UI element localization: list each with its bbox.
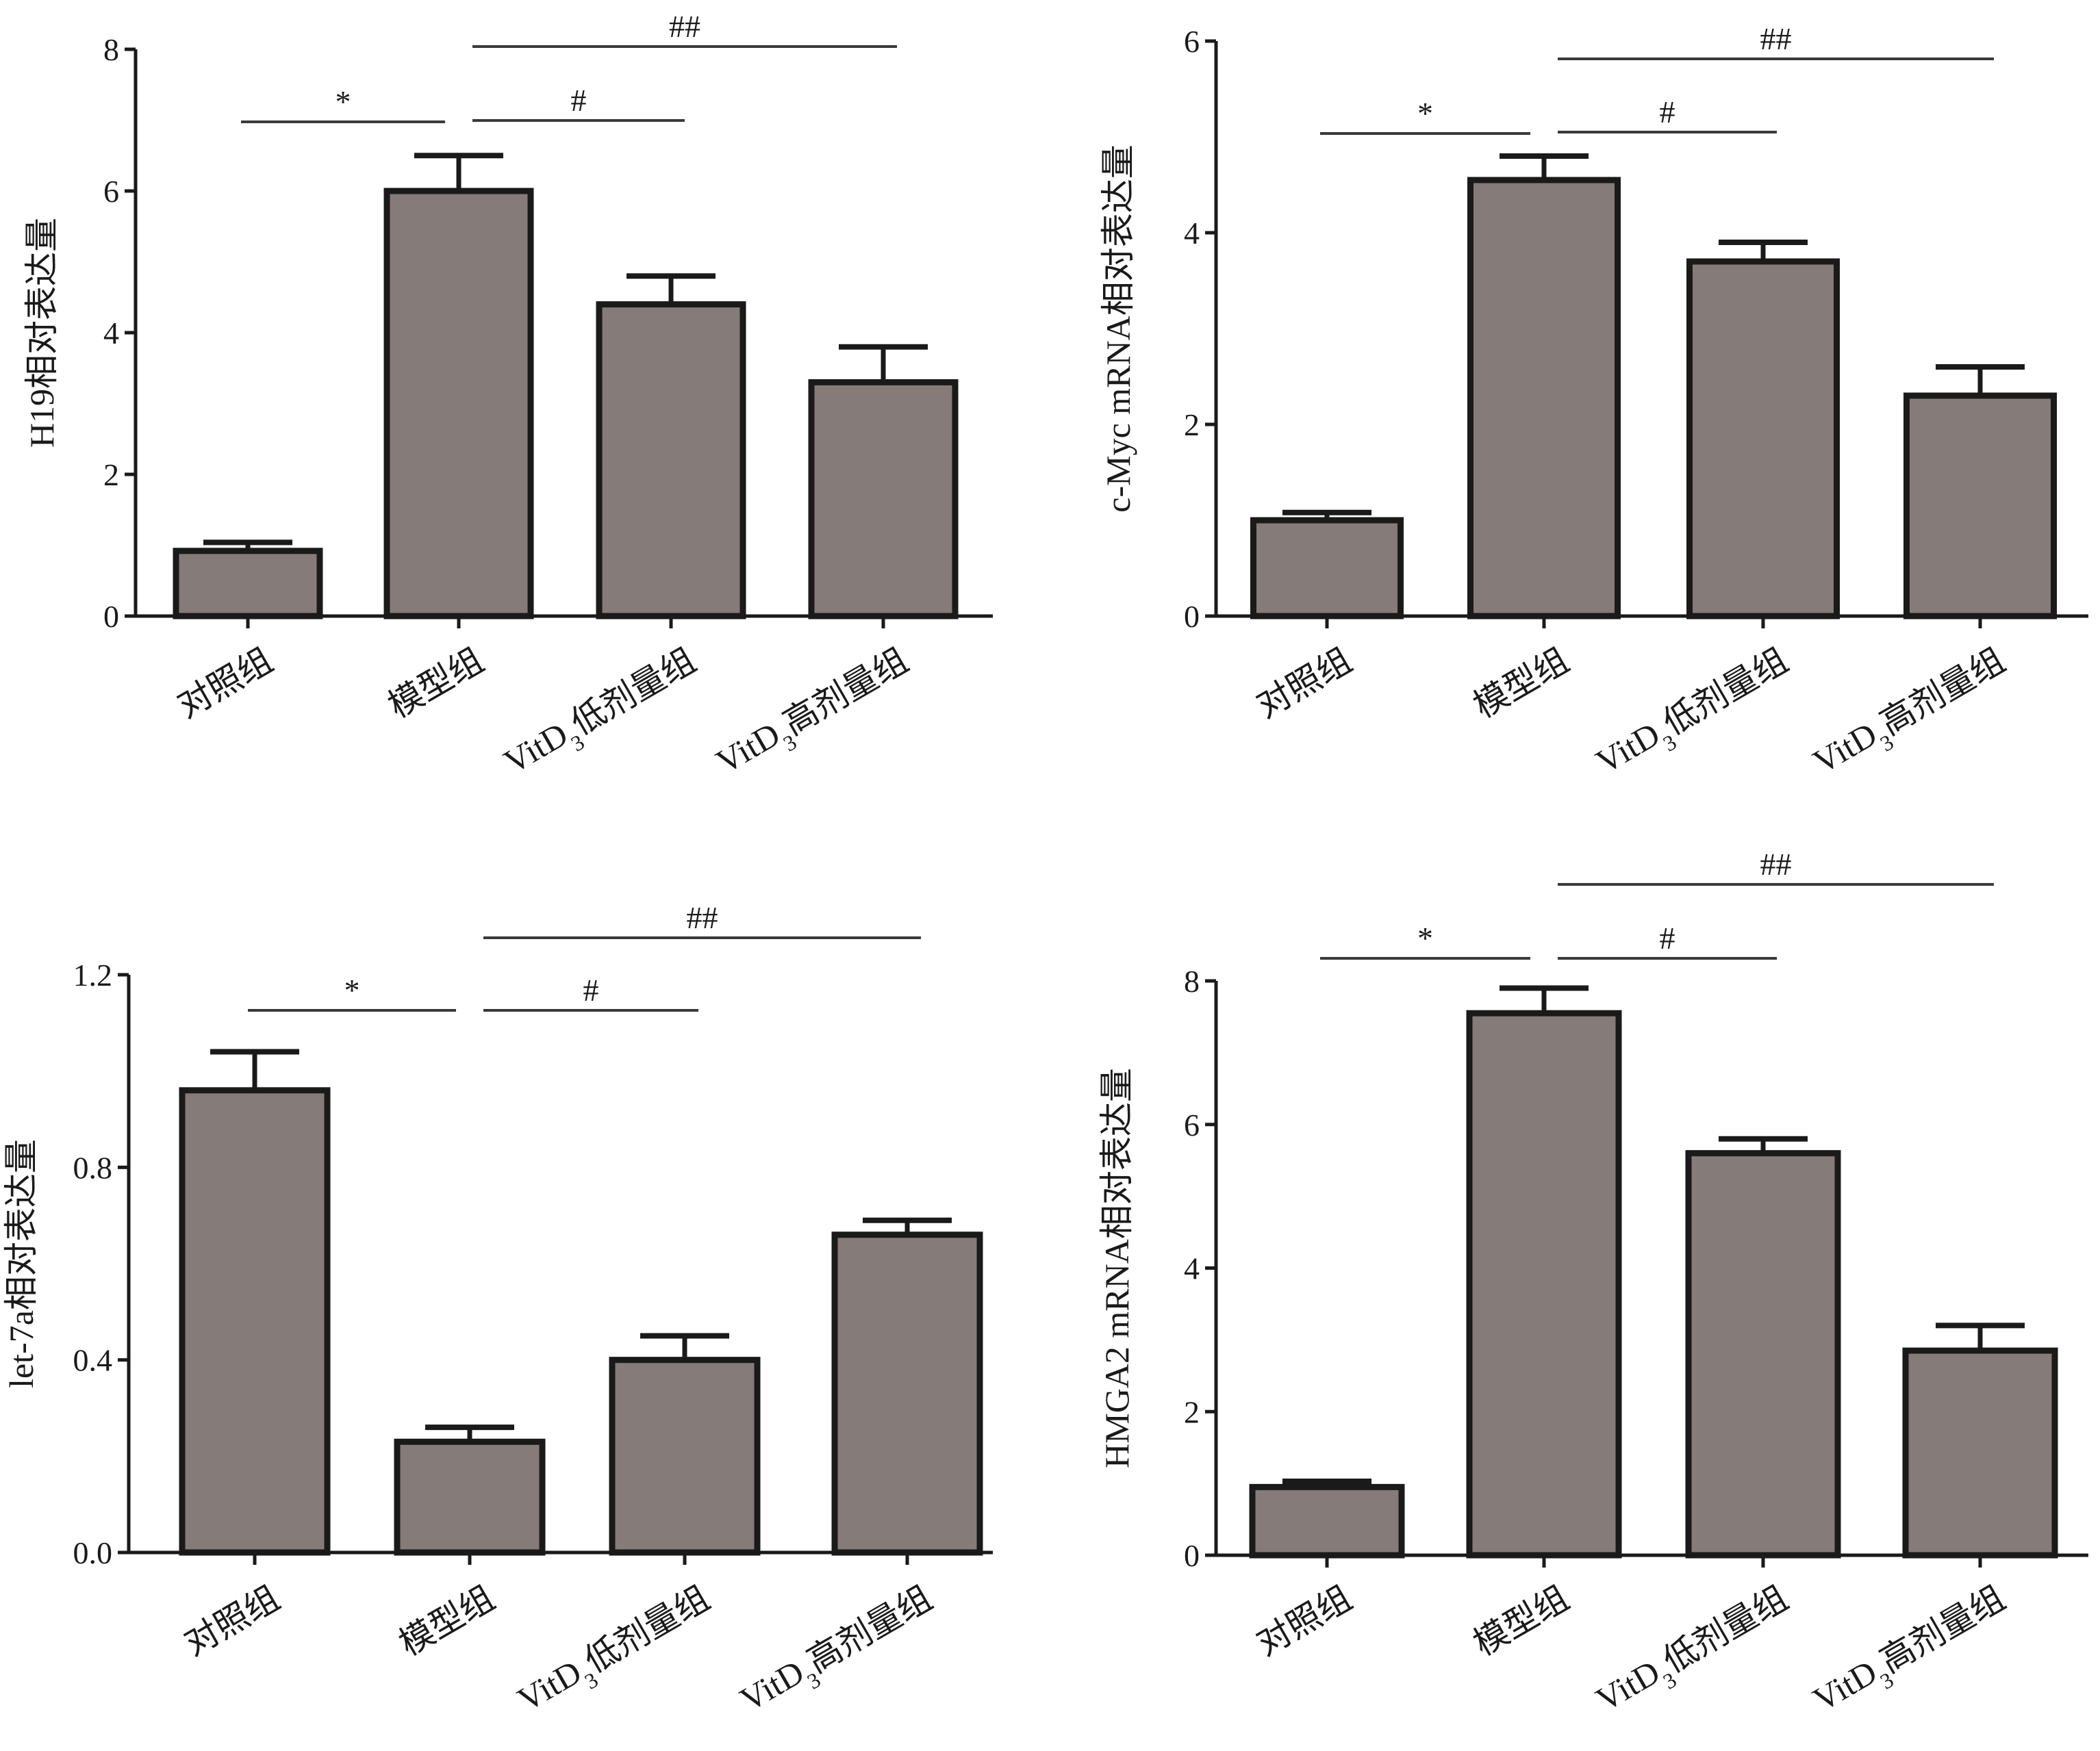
y-tick-label: 1.2 xyxy=(73,958,113,993)
y-tick-label: 4 xyxy=(103,316,119,350)
significance-label: # xyxy=(1660,921,1675,956)
y-tick-label: 2 xyxy=(103,457,119,492)
y-tick-label: 6 xyxy=(103,174,119,209)
y-tick-label: 0 xyxy=(103,599,119,634)
y-tick-label: 2 xyxy=(1184,1394,1200,1429)
y-tick-label: 0.4 xyxy=(73,1343,113,1378)
y-tick-label: 8 xyxy=(1184,964,1200,999)
category-label: VitD3高剂量组 xyxy=(709,641,919,789)
category-label: 模型组 xyxy=(1467,1579,1576,1663)
y-axis-label: HMGA2 mRNA相对表达量 xyxy=(1098,1068,1136,1468)
bar xyxy=(1467,177,1621,619)
category-label: 对照组 xyxy=(178,1579,286,1663)
category-label: VitD3低剂量组 xyxy=(497,641,707,789)
category-label: VitD3低剂量组 xyxy=(1589,1579,1799,1727)
y-axis-label: let-7a相对表达量 xyxy=(2,1139,40,1388)
category-label: 模型组 xyxy=(1467,641,1576,725)
category-label: VitD3高剂量组 xyxy=(1806,641,2016,789)
y-tick-label: 2 xyxy=(1184,407,1200,442)
significance-label: * xyxy=(1417,921,1433,956)
bar xyxy=(1685,1150,1841,1559)
y-tick-label: 0 xyxy=(1184,1538,1200,1573)
significance-label: * xyxy=(1417,96,1433,131)
bar xyxy=(394,1438,546,1556)
category-label: 对照组 xyxy=(171,641,279,725)
bar xyxy=(596,301,746,619)
y-axis-label: c-Myc mRNA相对表达量 xyxy=(1099,144,1137,512)
bar xyxy=(1249,1483,1405,1559)
significance-label: * xyxy=(336,84,351,119)
category-label: VitD3高剂量组 xyxy=(733,1579,943,1727)
bar xyxy=(609,1357,761,1556)
category-label: 对照组 xyxy=(1250,1579,1358,1663)
y-tick-label: 6 xyxy=(1184,24,1200,59)
significance-label: ## xyxy=(1760,21,1792,56)
y-axis-label: H19相对表达量 xyxy=(23,218,61,448)
y-tick-label: 4 xyxy=(1184,1251,1200,1286)
bar xyxy=(179,1087,331,1556)
category-label: VitD3低剂量组 xyxy=(511,1579,720,1727)
y-tick-label: 0.0 xyxy=(73,1535,113,1570)
y-tick-label: 4 xyxy=(1184,216,1200,251)
significance-label: * xyxy=(344,973,360,1008)
significance-label: ## xyxy=(687,900,718,935)
category-label: 对照组 xyxy=(1250,641,1358,725)
category-label: VitD3高剂量组 xyxy=(1806,1579,2016,1727)
y-tick-label: 0.8 xyxy=(73,1150,113,1185)
category-label: 模型组 xyxy=(393,1579,501,1663)
y-tick-label: 6 xyxy=(1184,1108,1200,1142)
bar xyxy=(831,1231,983,1556)
bar xyxy=(1250,517,1404,619)
bar xyxy=(173,548,323,619)
bar xyxy=(1686,258,1840,619)
bar xyxy=(1902,1347,2058,1559)
bar xyxy=(383,188,534,619)
bar xyxy=(808,379,959,619)
bar xyxy=(1466,1010,1622,1559)
significance-label: # xyxy=(1660,94,1675,129)
significance-label: # xyxy=(583,973,599,1008)
significance-label: # xyxy=(571,83,587,118)
y-tick-label: 0 xyxy=(1184,599,1200,634)
y-tick-label: 8 xyxy=(103,32,119,67)
category-label: VitD3低剂量组 xyxy=(1589,641,1799,789)
significance-label: ## xyxy=(669,9,700,44)
bar xyxy=(1903,392,2057,619)
significance-label: ## xyxy=(1760,847,1792,882)
category-label: 模型组 xyxy=(382,641,490,725)
